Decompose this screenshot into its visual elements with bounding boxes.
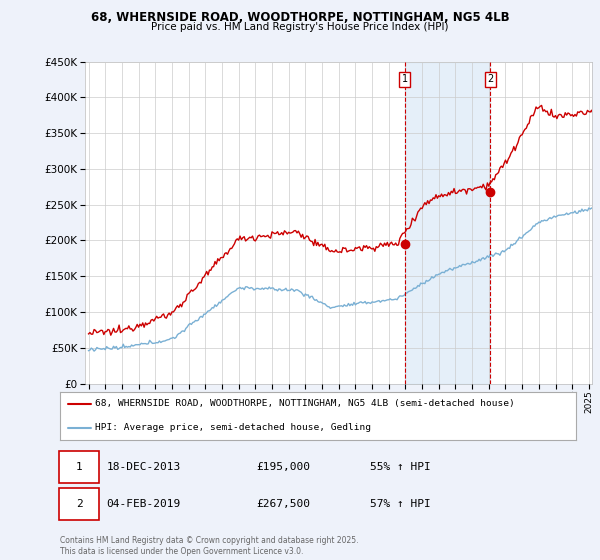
Text: 68, WHERNSIDE ROAD, WOODTHORPE, NOTTINGHAM, NG5 4LB (semi-detached house): 68, WHERNSIDE ROAD, WOODTHORPE, NOTTINGH… [95,399,515,408]
FancyBboxPatch shape [59,451,99,483]
Text: 1: 1 [76,462,82,472]
Text: Contains HM Land Registry data © Crown copyright and database right 2025.
This d: Contains HM Land Registry data © Crown c… [60,536,359,556]
Text: 2: 2 [487,74,493,85]
Text: HPI: Average price, semi-detached house, Gedling: HPI: Average price, semi-detached house,… [95,423,371,432]
Text: £195,000: £195,000 [256,462,310,472]
Text: 57% ↑ HPI: 57% ↑ HPI [370,499,430,509]
Text: £267,500: £267,500 [256,499,310,509]
Text: 2: 2 [76,499,82,509]
Text: 68, WHERNSIDE ROAD, WOODTHORPE, NOTTINGHAM, NG5 4LB: 68, WHERNSIDE ROAD, WOODTHORPE, NOTTINGH… [91,11,509,24]
Text: 55% ↑ HPI: 55% ↑ HPI [370,462,430,472]
Text: 18-DEC-2013: 18-DEC-2013 [106,462,181,472]
FancyBboxPatch shape [59,488,99,520]
Text: 04-FEB-2019: 04-FEB-2019 [106,499,181,509]
Text: 1: 1 [401,74,408,85]
Text: Price paid vs. HM Land Registry's House Price Index (HPI): Price paid vs. HM Land Registry's House … [151,22,449,32]
